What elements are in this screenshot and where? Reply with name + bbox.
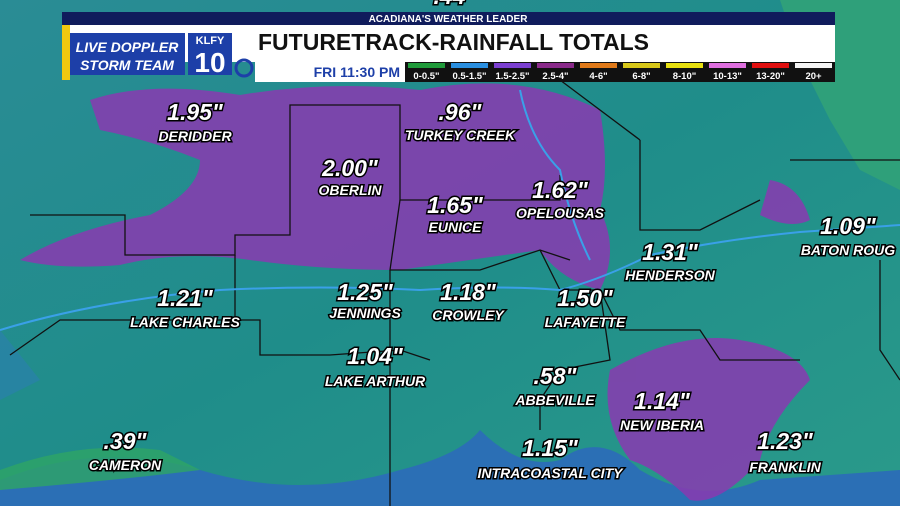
rain-total: .96"	[439, 99, 483, 125]
legend-swatch	[580, 63, 617, 68]
rain-total: 1.15"	[522, 435, 579, 461]
city-name: ABBEVILLE	[514, 392, 595, 408]
legend-swatch	[537, 63, 574, 68]
location-labels: .44" 1.95" DERIDDER .96" TURKEY CREEK 2.00"OB…	[87, 0, 896, 483]
logo-line1: LIVE DOPPLER	[76, 39, 180, 55]
city-name: JENNINGS	[329, 305, 401, 321]
legend-label: 4-6"	[589, 71, 607, 82]
city-name: OBERLIN	[319, 182, 383, 198]
legend-swatch	[666, 63, 703, 68]
channel: 10	[194, 47, 225, 78]
legend-label: 6-8"	[632, 71, 650, 82]
city-name: FRANKLIN	[749, 459, 821, 475]
legend-swatch	[709, 63, 746, 68]
legend: 0-0.5" 0.5-1.5" 1.5-2.5" 2.5-4" 4-6" 6-8" 8-10…	[408, 63, 832, 82]
legend-label: 0-0.5"	[413, 71, 439, 82]
city-name: LAKE ARTHUR	[325, 373, 426, 389]
rain-total: 1.23"	[757, 428, 814, 454]
city-name: EUNICE	[429, 219, 483, 235]
legend-swatch	[494, 63, 531, 68]
top-banner: ACADIANA'S WEATHER LEADER LIVE DOPPLER S…	[62, 12, 835, 82]
rain-total: .39"	[104, 428, 148, 454]
rain-total: .44"	[434, 0, 478, 9]
city-name: OPELOUSAS	[516, 205, 605, 221]
rain-total: 1.14"	[634, 388, 691, 414]
city-name: INTRACOASTAL CITY	[478, 465, 625, 481]
legend-label: 8-10"	[673, 71, 697, 82]
legend-swatch	[795, 63, 832, 68]
legend-label: 20+	[805, 71, 822, 82]
parish-borders	[9, 79, 900, 506]
title: FUTURETRACK-RAINFALL TOTALS	[258, 29, 649, 55]
rain-total: 1.31"	[642, 239, 699, 265]
rain-total: 1.95"	[167, 99, 224, 125]
rain-total: 1.50"	[557, 285, 614, 311]
rivers	[0, 89, 900, 331]
city-name: CAMERON	[89, 457, 162, 473]
rain-total: 1.25"	[337, 279, 394, 305]
city-name: HENDERSON	[625, 267, 715, 283]
legend-label: 2.5-4"	[542, 71, 568, 82]
rain-total: 1.09"	[820, 213, 877, 239]
legend-swatch	[752, 63, 789, 68]
city-name: BATON ROUG	[801, 242, 895, 258]
rain-total: .58"	[534, 363, 578, 389]
time: FRI 11:30 PM	[314, 64, 400, 80]
legend-swatch	[408, 63, 445, 68]
rain-total: 1.65"	[427, 192, 484, 218]
legend-swatch	[451, 63, 488, 68]
station: KLFY	[196, 35, 225, 47]
rain-purple	[20, 83, 810, 501]
rain-total: 1.62"	[532, 177, 589, 203]
rain-total: 1.18"	[440, 279, 497, 305]
legend-label: 13-20"	[756, 71, 785, 82]
rain-total: 1.21"	[157, 285, 214, 311]
city-name: NEW IBERIA	[620, 417, 704, 433]
legend-label: 1.5-2.5"	[495, 71, 529, 82]
legend-label: 10-13"	[713, 71, 742, 82]
city-name: LAFAYETTE	[545, 314, 626, 330]
city-name: CROWLEY	[432, 307, 505, 323]
city-name: TURKEY CREEK	[405, 127, 516, 143]
legend-swatch	[623, 63, 660, 68]
city-name: LAKE CHARLES	[130, 314, 240, 330]
city-name: DERIDDER	[158, 128, 232, 144]
logo-line2: STORM TEAM	[80, 57, 174, 73]
tagline: ACADIANA'S WEATHER LEADER	[369, 14, 529, 25]
rain-total: 1.04"	[347, 343, 404, 369]
rain-total: 2.00"	[321, 155, 379, 181]
network-logo	[234, 58, 254, 78]
legend-label: 0.5-1.5"	[452, 71, 486, 82]
